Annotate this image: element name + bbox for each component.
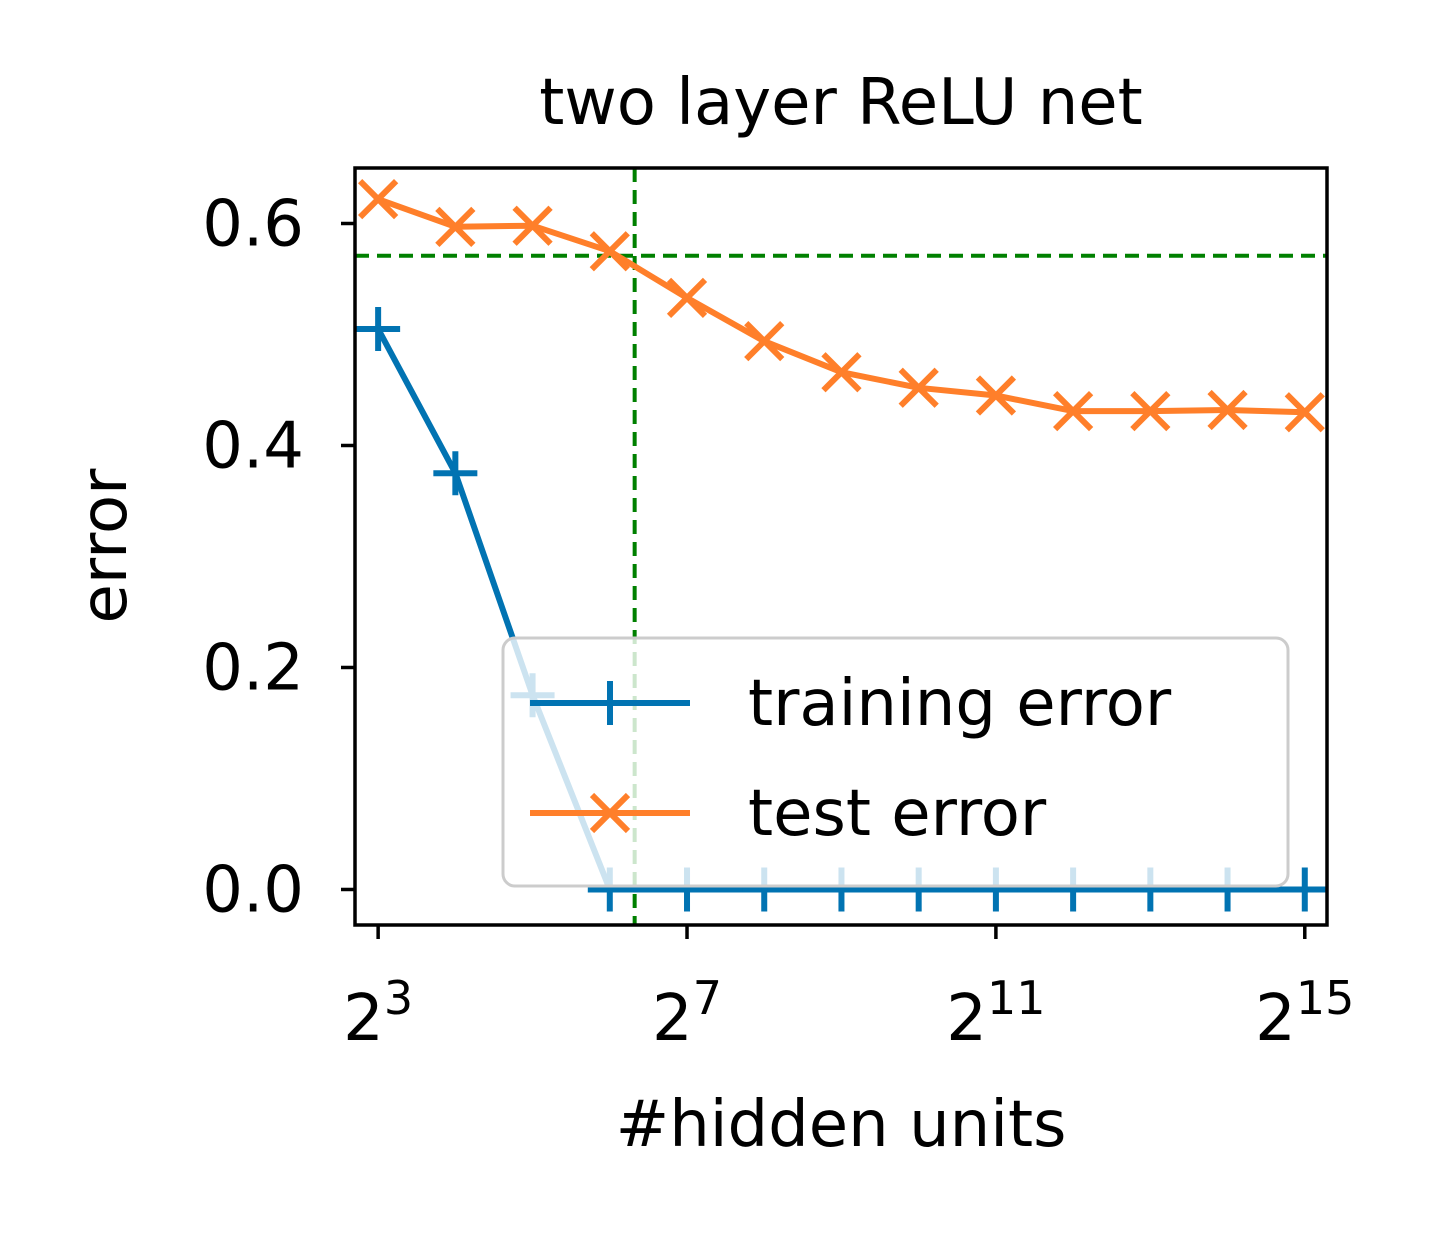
x-axis-label: #hidden units [616,1088,1067,1162]
data-point [1282,867,1327,912]
legend-label: test error [748,777,1047,851]
legend-entries: training error test error [530,667,1172,851]
data-point [666,277,708,318]
legend-label: training error [748,667,1172,741]
x-tick-label: 23 [343,971,413,1056]
legend-entry: test error [530,777,1047,851]
data-point [589,231,630,272]
data-point [435,206,476,247]
legend: training error test error [501,636,1290,888]
data-point [898,367,939,408]
y-tick-label: 0.4 [202,409,304,483]
data-point [433,451,478,496]
plot-area-frame [353,166,1329,927]
reference-lines [355,168,1327,925]
legend-box [501,636,1290,888]
legend-entry: training error [530,667,1172,741]
data-point [1284,392,1325,433]
data-point [1052,390,1094,432]
y-tick-label: 0.6 [202,187,304,261]
x-axis: 23 27 211 215 [343,925,1354,1056]
data-point [512,205,553,246]
x-tick-label: 211 [946,971,1045,1056]
x-tick-label: 215 [1255,971,1354,1056]
data-point [358,178,399,220]
data-point [821,352,862,393]
y-axis: 0.0 0.2 0.4 0.6 [202,187,355,927]
data-point [1130,390,1171,432]
data-point [975,375,1017,416]
legend-marker [588,681,632,725]
data-point [1207,389,1248,431]
x-tick-label: 27 [652,971,722,1056]
y-axis-label: error [68,468,142,624]
data-point [744,321,785,362]
legend-marker [589,792,631,834]
chart-title: two layer ReLU net [539,66,1143,140]
y-tick-label: 0.0 [202,853,304,927]
y-tick-label: 0.2 [202,631,304,705]
data-point [356,306,401,351]
